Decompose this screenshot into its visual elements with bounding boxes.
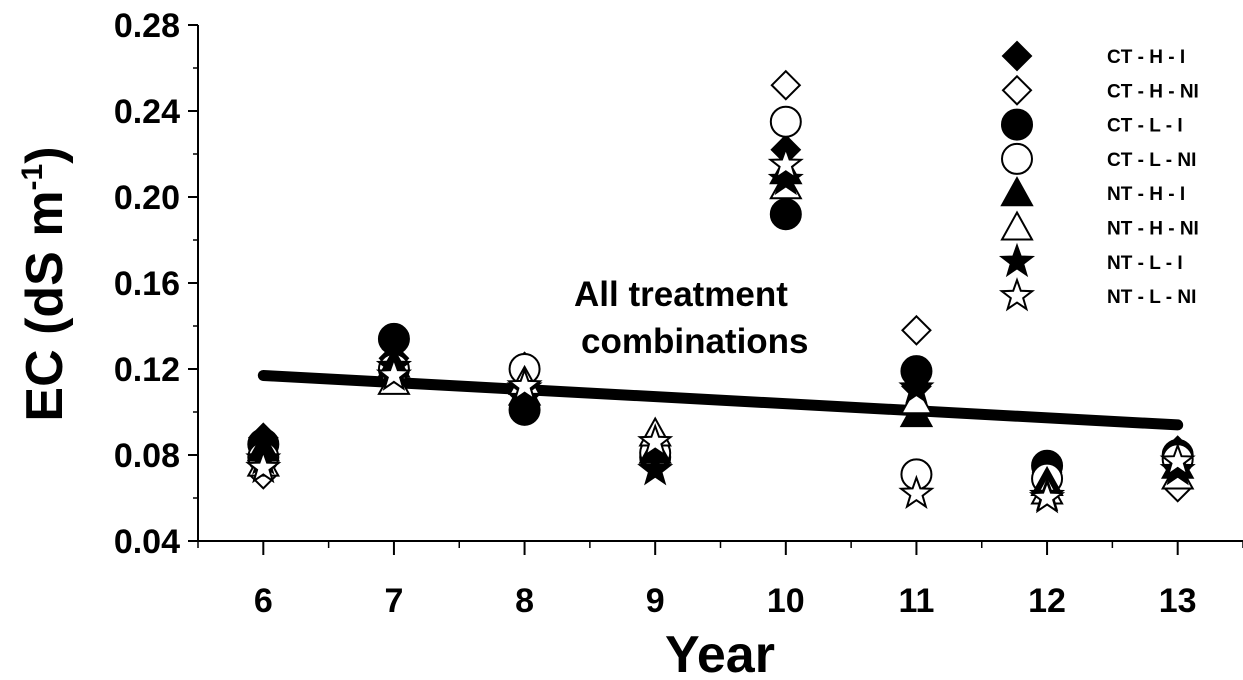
legend-marker [1001, 74, 1033, 106]
legend-marker [1001, 40, 1033, 72]
y-tick-label: 0.24 [114, 93, 180, 131]
data-point [898, 474, 935, 510]
legend-marker [1000, 176, 1034, 207]
data-point [767, 145, 804, 181]
legend-marker [998, 242, 1036, 278]
data-point [506, 367, 543, 402]
legend-item: CT - H - I [1001, 40, 1185, 72]
series-star-open [245, 145, 1196, 514]
legend-item: NT - L - NI [998, 277, 1196, 312]
legend-marker [998, 277, 1036, 312]
x-axis-title: Year [665, 626, 775, 680]
data-point [637, 423, 674, 458]
legend-label: NT - H - NI [1107, 219, 1199, 240]
data-point [375, 356, 413, 391]
annotation-line-1: All treatment [574, 275, 788, 314]
data-point [1028, 479, 1066, 514]
y-tick-label: 0.28 [114, 7, 180, 45]
legend-marker [1001, 142, 1033, 175]
y-tick-label: 0.04 [114, 523, 180, 561]
data-points [245, 69, 1196, 514]
x-tick-label: 10 [767, 582, 805, 620]
y-tick-label: 0.12 [114, 351, 180, 389]
legend-label: CT - L - I [1107, 116, 1183, 137]
data-point [245, 448, 282, 484]
y-tick-label: 0.08 [114, 437, 180, 475]
legend-item: NT - L - I [998, 242, 1183, 278]
x-tick-label: 11 [898, 582, 934, 620]
y-axis-title-main: EC (dS m [16, 190, 74, 421]
legend-label: CT - L - NI [1107, 150, 1196, 171]
legend-marker [1001, 108, 1033, 141]
x-tick-label: 8 [515, 582, 534, 620]
x-tick-label: 13 [1159, 582, 1197, 620]
legend-label: NT - L - I [1107, 253, 1183, 274]
legend-item: CT - H - NI [1001, 74, 1199, 106]
trendline-group [257, 369, 1184, 431]
annotation: All treatment combinations [574, 275, 809, 361]
data-point [767, 160, 804, 196]
y-axis-title-close: ) [16, 146, 74, 163]
legend-marker [1000, 210, 1034, 241]
legend-item: NT - H - NI [1000, 210, 1199, 241]
legend-item: NT - H - I [1000, 176, 1185, 207]
y-axis-title: EC (dS m-1) [16, 146, 74, 421]
data-point [769, 105, 802, 138]
legend: CT - H - I CT - H - NI CT - L - I CT - L - … [998, 40, 1199, 312]
data-point [637, 451, 674, 486]
y-axis-title-sup: -1 [16, 164, 49, 191]
annotation-line-2: combinations [581, 322, 809, 361]
data-point [769, 198, 802, 231]
legend-item: CT - L - NI [1001, 142, 1196, 175]
data-point [898, 369, 935, 404]
x-tick-label: 7 [384, 582, 403, 620]
x-tick-label: 9 [646, 582, 665, 620]
x-tick-label: 12 [1028, 582, 1066, 620]
data-point [1159, 442, 1196, 477]
legend-item: CT - L - I [1001, 108, 1183, 141]
x-axis: 6 7 8 9 10 11 12 13 [197, 541, 1243, 620]
y-tick-label: 0.16 [114, 265, 180, 303]
legend-label: CT - H - I [1107, 47, 1185, 68]
trendline [257, 369, 1184, 431]
y-axis: 0.04 0.08 0.12 0.16 0.20 0.24 0.28 [114, 7, 198, 561]
data-point [901, 314, 932, 346]
legend-label: NT - L - NI [1107, 287, 1196, 308]
legend-label: CT - H - NI [1107, 81, 1199, 102]
y-tick-label: 0.20 [114, 179, 180, 217]
data-point [770, 69, 802, 101]
legend-label: NT - H - I [1107, 184, 1185, 205]
x-tick-label: 6 [254, 582, 273, 620]
